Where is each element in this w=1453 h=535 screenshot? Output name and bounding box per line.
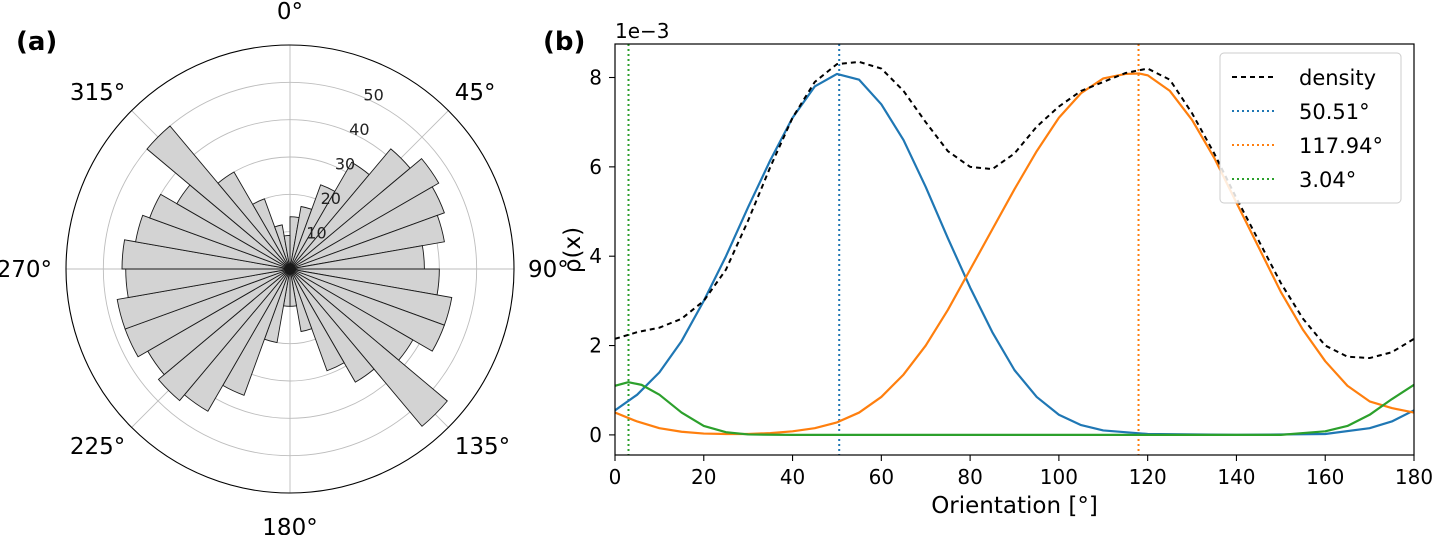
rose-radial-tick-label: 40 [349,120,369,139]
y-scale-label: 1e−3 [615,19,670,43]
x-tick-label: 0 [609,465,622,489]
y-tick-label: 0 [589,423,602,447]
x-tick-label: 120 [1129,465,1167,489]
rose-bar [289,186,445,270]
y-tick-label: 6 [589,155,602,179]
rose-bar [274,224,291,270]
rose-bar [289,268,445,352]
x-tick-label: 40 [780,465,805,489]
x-tick-label: 20 [691,465,716,489]
y-tick-label: 4 [589,244,602,268]
rose-chart: 10 20 30 40 50 0° 45° 90° 135° 180° 225° 270° 315° [0,0,569,535]
rose-angle-label: 180° [262,515,317,535]
component-curve [615,381,1414,436]
panel-a-label: (a) [16,27,57,57]
legend-entry-label: 3.04° [1299,168,1356,192]
rose-angle-label: 270° [0,257,52,283]
rose-bar [217,171,291,270]
rose-angle-label: 135° [455,434,510,460]
x-tick-label: 60 [869,465,894,489]
rose-bar [289,268,345,372]
rose-radial-tick-label: 10 [306,224,326,243]
density-chart: 0 20 40 60 80 100 120 140 160 180 0 2 4 6 8 Orientation… [560,19,1433,519]
rose-angle-label: 225° [70,434,125,460]
rose-bar [116,268,291,330]
rose-radial-tick-label: 30 [335,155,355,174]
rose-angle-label: 0° [277,0,303,25]
y-tick-label: 8 [589,66,602,90]
rose-bar [157,268,291,402]
legend-entry-label: 50.51° [1299,100,1370,124]
y-tick-label: 2 [589,334,602,358]
rose-bar [283,234,291,270]
density-line [615,60,1414,360]
y-axis-label: ρ(x) [560,227,586,273]
rose-bar [289,157,440,270]
x-tick-label: 180 [1395,465,1433,489]
legend-entry-label: 117.94° [1299,134,1383,158]
rose-radial-tick-label: 20 [321,189,341,208]
panel-b-label: (b) [543,27,585,57]
rose-bar [252,198,291,270]
rose-bar [289,214,445,270]
legend-box [1219,52,1402,204]
rose-angle-label: 315° [70,80,125,106]
rose-angle-label: 90° [528,257,569,283]
plot-area [615,44,1414,455]
rose-bar [289,268,448,427]
legend-entry-label: density [1299,66,1376,90]
x-tick-label: 140 [1217,465,1255,489]
rose-bar [135,214,291,270]
x-tick-label: 160 [1306,465,1344,489]
rose-bar [289,268,313,333]
x-axis-label: Orientation [°] [931,493,1098,519]
rose-outer-ring [65,44,515,494]
rose-bar [146,125,291,270]
rose-radial-tick-label: 50 [363,86,383,105]
rose-bar [149,193,291,270]
x-tick-label: 100 [1040,465,1078,489]
x-tick-label: 80 [957,465,982,489]
rose-bar [289,268,375,383]
rose-angle-label: 45° [455,80,496,106]
plot-frame [614,43,1415,456]
